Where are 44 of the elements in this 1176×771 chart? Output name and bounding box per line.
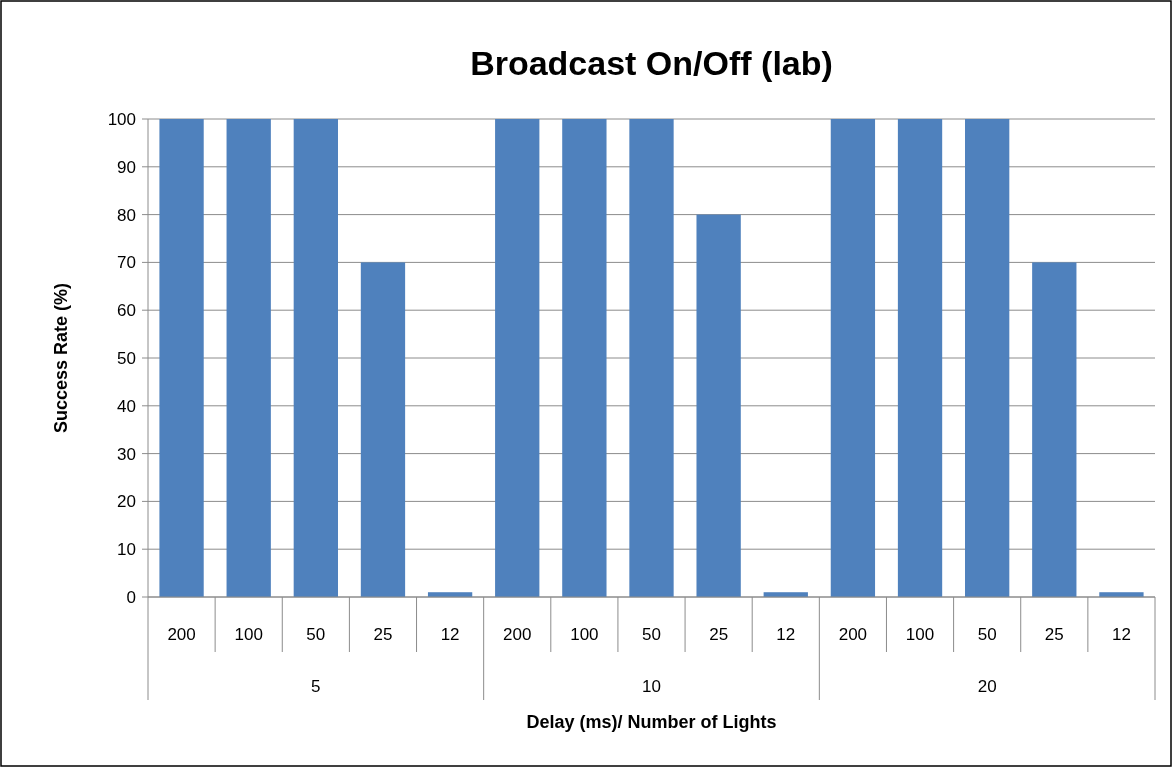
y-tick-label: 100 [107,109,136,129]
bar [696,214,741,597]
text: 10 [642,677,661,696]
x-tick-label: 50 [977,625,997,644]
text: 20 [977,677,997,696]
y-tick-label: 10 [117,540,136,560]
x-tick-label: 200 [167,625,196,644]
x-tick-label: 25 [373,625,393,644]
bar [360,262,406,597]
x-tick-label: 100 [570,625,599,644]
y-tick-label: 60 [117,301,136,321]
y-tick-label: 80 [117,205,136,225]
y-tick-label: 0 [126,587,136,607]
bar [965,119,1010,597]
x-tick-label: 100 [234,625,263,644]
y-tick-label: 70 [117,253,136,273]
x-tick-label: 100 [905,625,935,644]
y-tick-label: 40 [117,396,136,416]
y-tick-label: 50 [117,348,136,368]
x-tick-label: 50 [306,625,326,644]
bar [830,119,876,597]
y-tick-label: 20 [117,492,136,512]
bar [159,119,204,597]
bar [629,119,674,597]
x-axis-title: Delay (ms)/ Number of Lights [526,712,777,732]
bar [226,119,271,597]
bar [562,119,607,597]
bar [897,119,943,597]
x-tick-label: 200 [503,625,532,644]
y-axis-title: Success Rate (%) [51,282,71,434]
text: 5 [311,677,321,696]
y-tick-label: 30 [117,444,136,464]
x-tick-label: 12 [776,625,796,644]
x-tick-label: 200 [838,625,868,644]
y-tick-label: 90 [117,157,136,177]
bar [293,119,338,597]
x-tick-label: 12 [1111,625,1131,644]
x-tick-label: 25 [709,625,729,644]
x-tick-label: 25 [1044,625,1064,644]
chart-title: Broadcast On/Off (lab) [470,44,833,82]
x-tick-label: 12 [440,625,460,644]
x-tick-label: 50 [642,625,661,644]
bar [495,119,540,597]
bar [1032,262,1077,597]
